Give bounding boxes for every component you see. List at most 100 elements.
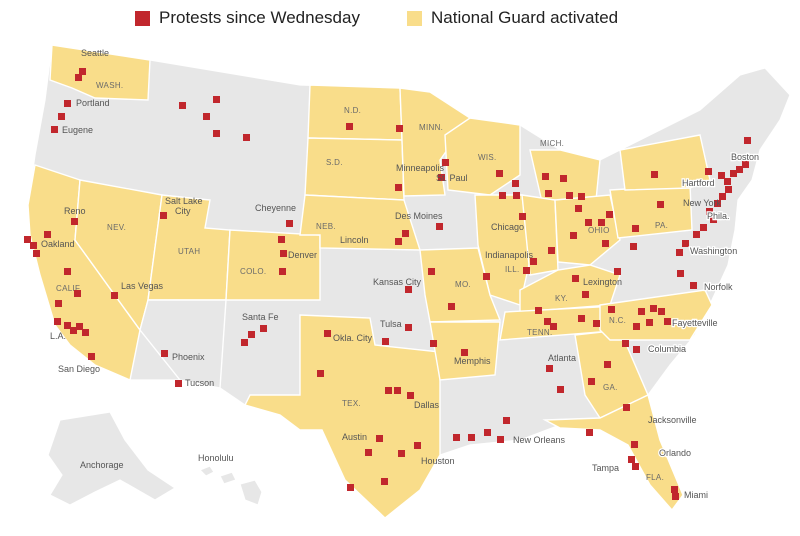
protest-marker: [682, 240, 689, 247]
state-label-ky: KY.: [555, 294, 568, 303]
city-label-austin: Austin: [342, 432, 367, 442]
protest-marker: [64, 322, 71, 329]
protest-marker: [484, 429, 491, 436]
protest-marker: [74, 290, 81, 297]
protest-marker: [497, 436, 504, 443]
protest-marker: [632, 463, 639, 470]
protest-marker: [690, 282, 697, 289]
city-label-stpaul: St. Paul: [436, 173, 468, 183]
protest-marker: [570, 232, 577, 239]
protest-marker: [54, 318, 61, 325]
protest-marker: [651, 171, 658, 178]
protest-marker: [405, 324, 412, 331]
protest-marker: [706, 208, 713, 215]
protest-marker: [588, 378, 595, 385]
state-label-mo: MO.: [455, 280, 471, 289]
protest-marker: [631, 441, 638, 448]
city-label-minneapolis: Minneapolis: [396, 163, 445, 173]
city-label-tucson: Tucson: [185, 378, 214, 388]
protest-marker: [278, 236, 285, 243]
state-OH: [554, 194, 621, 266]
protest-marker: [606, 211, 613, 218]
city-label-lincoln: Lincoln: [340, 235, 369, 245]
protest-marker: [519, 213, 526, 220]
protest-marker: [442, 159, 449, 166]
city-label-kc: Kansas City: [373, 277, 422, 287]
state-label-fla: FLA.: [646, 473, 664, 482]
protest-marker: [428, 268, 435, 275]
city-label-hartford: Hartford: [682, 178, 715, 188]
protest-marker: [578, 315, 585, 322]
protest-marker: [628, 456, 635, 463]
protest-marker: [672, 493, 679, 500]
protest-marker: [638, 308, 645, 315]
state-label-nev: NEV.: [107, 223, 126, 232]
guard-states: [27, 44, 713, 519]
city-label-washington: Washington: [690, 246, 737, 256]
city-label-cheyenne: Cheyenne: [255, 203, 296, 213]
protest-marker: [535, 307, 542, 314]
protest-marker: [179, 102, 186, 109]
protest-marker: [58, 113, 65, 120]
state-label-mich: MICH.: [540, 139, 564, 148]
city-label-lasvegas: Las Vegas: [121, 281, 164, 291]
protest-marker: [646, 319, 653, 326]
protest-marker: [575, 205, 582, 212]
protest-marker: [530, 258, 537, 265]
state-label-tenn: TENN.: [527, 328, 553, 337]
protest-marker: [448, 303, 455, 310]
city-label-chicago: Chicago: [491, 222, 524, 232]
protest-marker: [385, 387, 392, 394]
protest-marker: [664, 318, 671, 325]
city-label-tulsa: Tulsa: [380, 319, 402, 329]
city-label-fayetteville: Fayetteville: [672, 318, 718, 328]
protest-marker: [633, 323, 640, 330]
protest-marker: [657, 201, 664, 208]
protest-marker: [742, 161, 749, 168]
protest-marker: [160, 212, 167, 219]
protest-marker-swatch: [135, 10, 150, 26]
protest-marker: [248, 331, 255, 338]
protest-marker: [550, 323, 557, 330]
legend-item-guard: National Guard activated: [407, 8, 618, 28]
city-label-lexington: Lexington: [583, 277, 622, 287]
protest-marker: [677, 270, 684, 277]
protest-marker: [496, 170, 503, 177]
protest-marker: [736, 166, 743, 173]
protest-marker: [544, 318, 551, 325]
legend-guard-label: National Guard activated: [431, 8, 619, 27]
protest-marker: [324, 330, 331, 337]
city-label-desmoines: Des Moines: [395, 211, 443, 221]
protest-marker: [483, 273, 490, 280]
protest-marker: [346, 123, 353, 130]
protest-marker: [402, 230, 409, 237]
protest-marker: [560, 175, 567, 182]
protest-marker: [676, 249, 683, 256]
city-label-orlando: Orlando: [659, 448, 691, 458]
protest-marker: [632, 225, 639, 232]
protest-marker: [30, 242, 37, 249]
protest-marker: [650, 305, 657, 312]
protest-marker: [548, 247, 555, 254]
protest-marker: [545, 190, 552, 197]
protest-marker: [608, 306, 615, 313]
state-NC: [599, 289, 713, 341]
protest-marker: [317, 370, 324, 377]
protest-marker: [70, 327, 77, 334]
city-labels: Seattle Portland Eugene Reno Oakland L.A…: [41, 48, 760, 501]
protest-marker: [602, 240, 609, 247]
protest-marker: [55, 300, 62, 307]
protest-marker: [710, 216, 717, 223]
city-label-portland: Portland: [76, 98, 110, 108]
city-label-santafe: Santa Fe: [242, 312, 279, 322]
legend-protests-label: Protests since Wednesday: [159, 8, 360, 27]
protest-marker: [671, 486, 678, 493]
protest-marker: [586, 429, 593, 436]
protest-marker: [724, 178, 731, 185]
city-label-miami: Miami: [684, 490, 708, 500]
state-label-nc: N.C.: [609, 316, 626, 325]
protest-marker: [718, 172, 725, 179]
protest-marker: [82, 329, 89, 336]
protest-marker: [414, 442, 421, 449]
protest-marker: [280, 250, 287, 257]
